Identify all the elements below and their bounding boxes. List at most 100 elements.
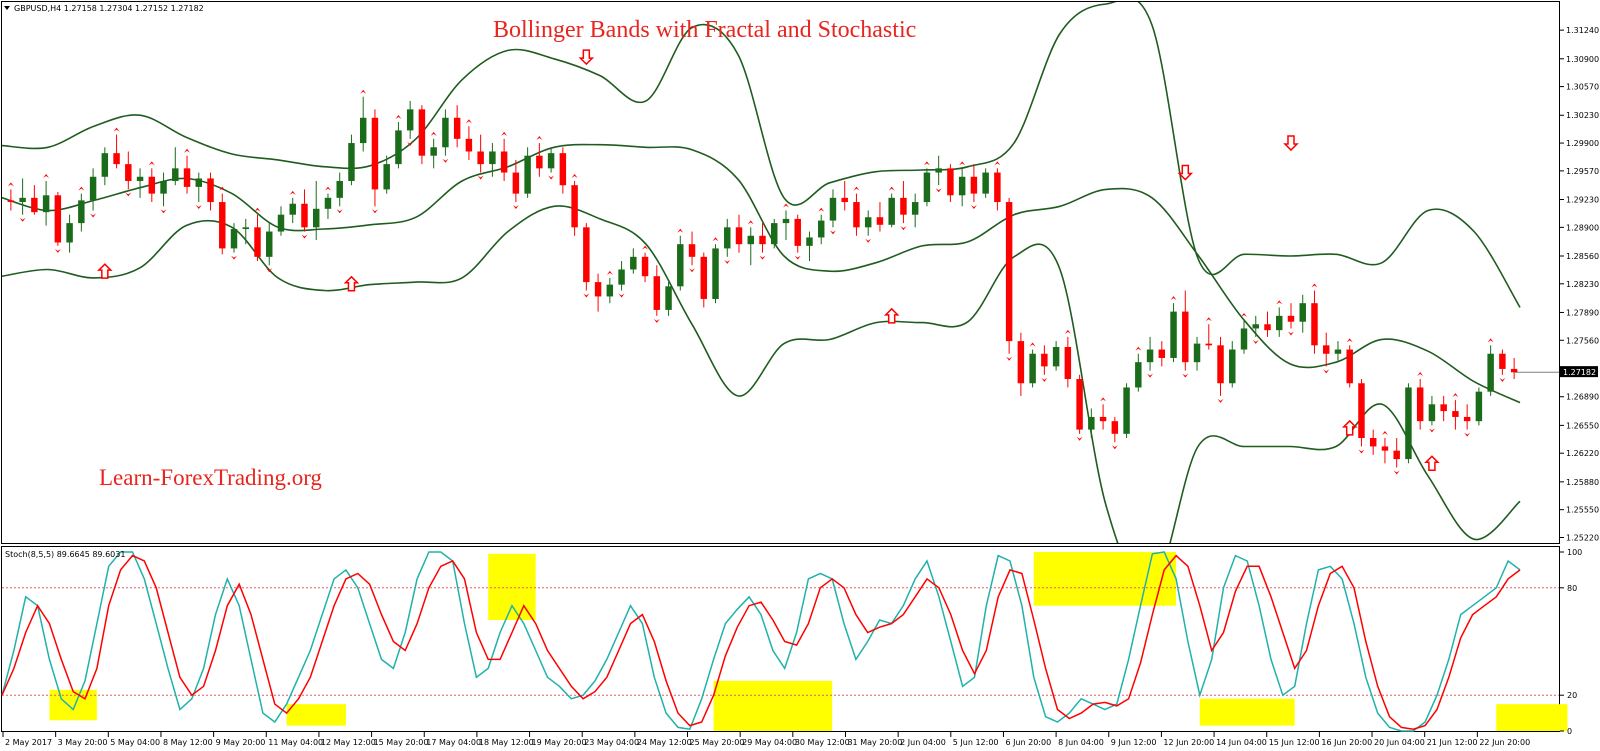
candle	[371, 109, 379, 214]
candle-body	[1463, 416, 1471, 422]
candle	[735, 214, 743, 253]
stoch-signal-line	[1, 554, 1521, 730]
candle	[324, 186, 332, 219]
candle	[1064, 329, 1072, 388]
price-tick-label: 1.28900	[1566, 223, 1599, 232]
candle	[125, 151, 132, 197]
candle	[418, 105, 426, 165]
candle-body	[994, 172, 1001, 203]
candle-body	[1017, 341, 1025, 384]
candle-body	[1158, 349, 1166, 358]
fractal-up-marker	[501, 131, 508, 136]
candle-body	[1111, 421, 1119, 434]
stoch-highlight-box	[49, 689, 97, 721]
candle-body	[524, 155, 531, 194]
candle	[406, 100, 414, 146]
candle	[1475, 387, 1483, 426]
candle-body	[1440, 404, 1447, 412]
candle-body	[348, 143, 355, 181]
time-tick-label: 21 Jun 12:00	[1427, 738, 1478, 747]
fractal-down-marker	[301, 234, 308, 239]
candle	[1276, 300, 1283, 337]
fractal-up-marker	[113, 127, 120, 132]
time-tick-label: 30 May 12:00	[795, 738, 850, 747]
candle	[888, 186, 895, 228]
candle-body	[947, 168, 954, 196]
candle-body	[700, 256, 708, 299]
bollinger-lower-line	[2, 205, 1521, 543]
candle-body	[665, 286, 672, 310]
symbol-dropdown-icon[interactable]	[4, 6, 10, 10]
candle-body	[289, 203, 296, 215]
candle-body	[935, 168, 942, 173]
candle-body	[1358, 383, 1365, 439]
fractal-down-arrow	[1283, 135, 1299, 152]
fractal-down-marker	[970, 205, 977, 210]
current-price-tag: 1.27182	[1560, 366, 1598, 378]
candle-body	[782, 218, 790, 224]
candle	[688, 231, 696, 273]
candle	[1017, 332, 1025, 396]
candle	[1005, 197, 1013, 361]
candle	[794, 214, 801, 260]
candle	[66, 214, 73, 253]
candle-body	[1416, 387, 1424, 422]
candle-body	[207, 178, 214, 203]
time-tick-label: 20 Jun 04:00	[1374, 738, 1425, 747]
fractal-arrows	[97, 49, 1440, 472]
candle	[1452, 393, 1459, 430]
time-tick-label: 8 Jun 04:00	[1058, 738, 1104, 747]
candle-body	[418, 109, 426, 156]
candle	[547, 147, 555, 180]
candle-body	[301, 203, 308, 228]
stoch-main-line	[1, 551, 1521, 732]
candle-body	[324, 197, 332, 209]
fractal-up-marker	[1417, 372, 1424, 377]
candle	[700, 252, 708, 308]
fractal-up-marker	[7, 182, 14, 187]
price-tick-label: 1.30230	[1566, 111, 1599, 120]
candle-body	[500, 151, 508, 173]
candle-body	[817, 220, 825, 238]
candle-body	[1510, 368, 1518, 373]
fractal-down-marker	[1358, 449, 1365, 454]
candle	[42, 173, 50, 226]
candle-body	[277, 214, 285, 232]
fractal-up-marker	[888, 186, 895, 191]
candle	[747, 220, 754, 266]
candle-body	[125, 164, 132, 181]
candle	[1076, 374, 1083, 441]
candle-body	[1252, 324, 1259, 329]
fractal-up-marker	[395, 114, 402, 119]
price-tick-label: 1.25880	[1566, 478, 1599, 487]
stoch-highlight-box	[1033, 552, 1177, 606]
candle-body	[7, 200, 15, 203]
candle	[935, 155, 942, 193]
fractal-up-marker	[430, 131, 437, 136]
candle-body	[371, 117, 379, 190]
candle	[395, 114, 402, 169]
time-tick-label: 18 May 12:00	[479, 738, 534, 747]
price-tick-label: 1.28230	[1566, 280, 1599, 289]
fractal-down-arrow	[578, 49, 595, 66]
candle-body	[113, 153, 120, 165]
candle	[571, 173, 578, 236]
candle-body	[359, 117, 367, 144]
fractal-up-marker	[1100, 397, 1107, 402]
candle-body	[1240, 328, 1248, 350]
time-tick-label: 24 May 12:00	[637, 738, 692, 747]
candle	[982, 168, 989, 198]
candle	[958, 161, 966, 207]
time-tick-label: 31 May 20:00	[847, 738, 902, 747]
current-price-tag-bg	[1560, 366, 1598, 378]
candle	[1369, 429, 1377, 455]
candle	[594, 273, 602, 312]
candle-body	[465, 138, 473, 152]
fractal-down-marker	[548, 175, 555, 180]
candle	[136, 168, 144, 198]
candle-body	[1170, 311, 1177, 358]
candle	[806, 231, 813, 262]
fractal-down-marker	[1323, 369, 1330, 374]
